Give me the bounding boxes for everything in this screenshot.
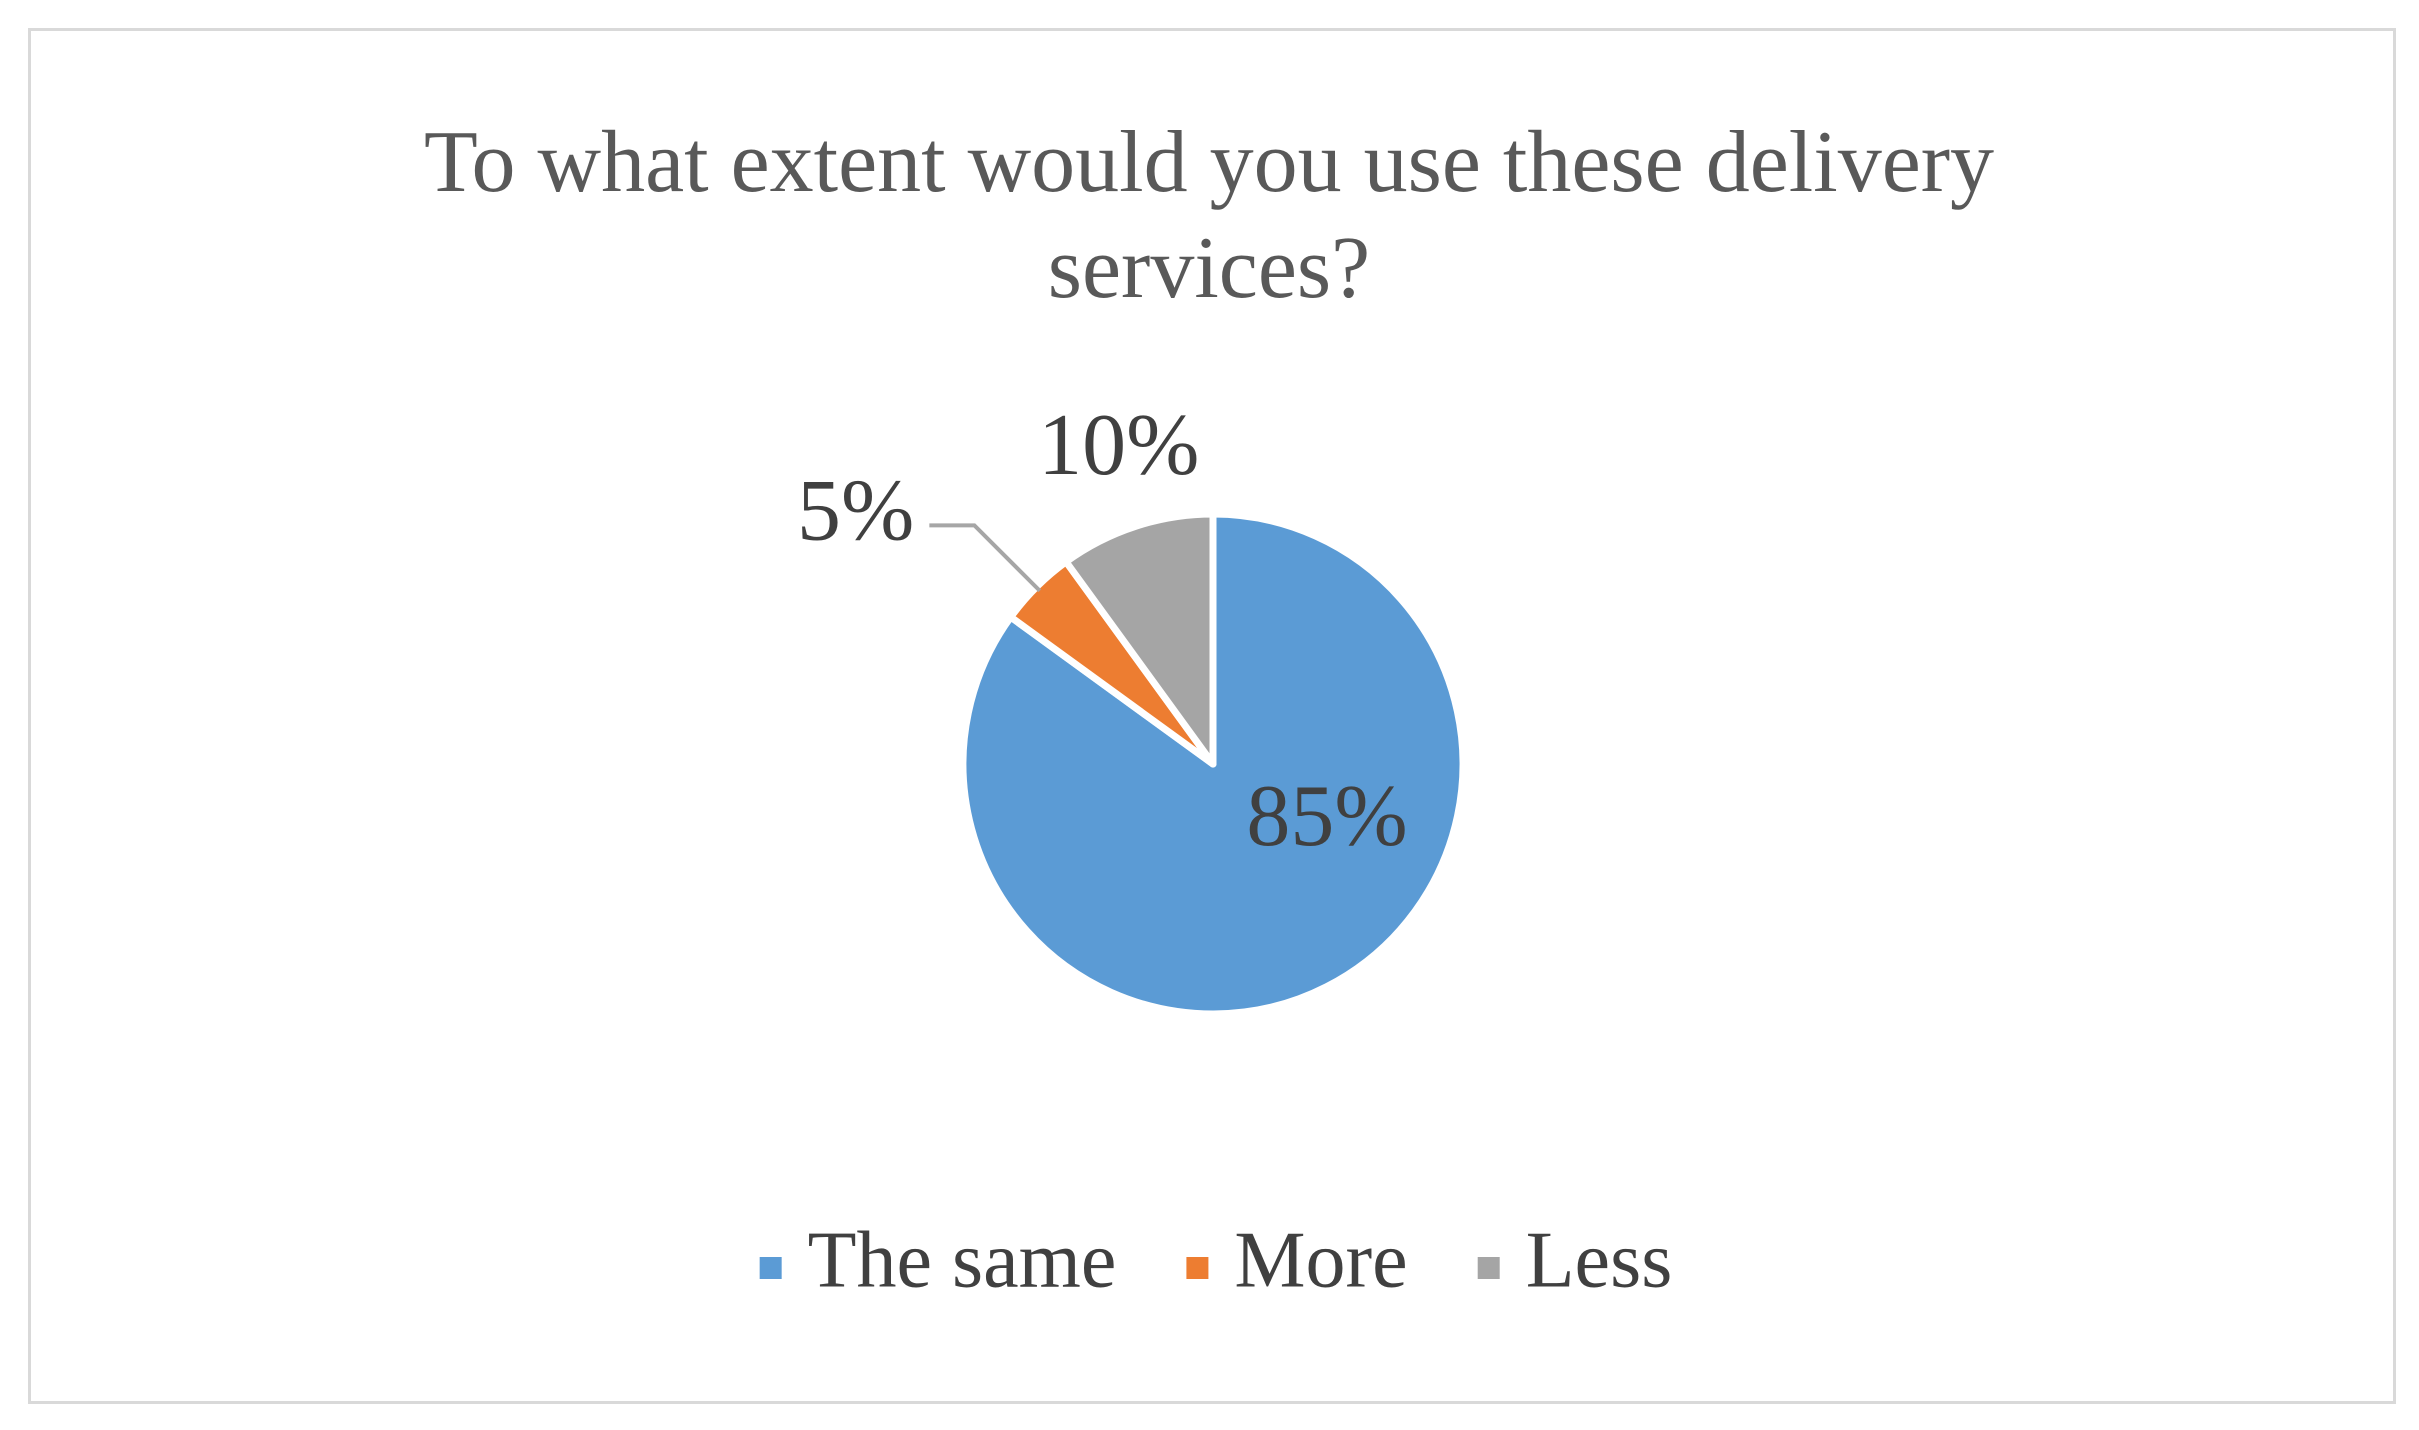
- legend-swatch: [1186, 1257, 1209, 1279]
- legend-label: More: [1234, 1216, 1407, 1304]
- leader-line: [929, 523, 1042, 593]
- pie-slice: [1062, 510, 1217, 768]
- chart-title: To what extent would you use these deliv…: [423, 114, 1995, 317]
- legend-swatch: [1477, 1257, 1500, 1279]
- data-label: 5%: [797, 463, 914, 560]
- legend-label: Less: [1526, 1216, 1673, 1304]
- data-label: 85%: [1246, 768, 1407, 865]
- legend-label: The same: [808, 1216, 1117, 1304]
- chart-frame: [28, 28, 2396, 1404]
- legend-swatch: [759, 1257, 782, 1279]
- data-label: 10%: [1038, 397, 1199, 494]
